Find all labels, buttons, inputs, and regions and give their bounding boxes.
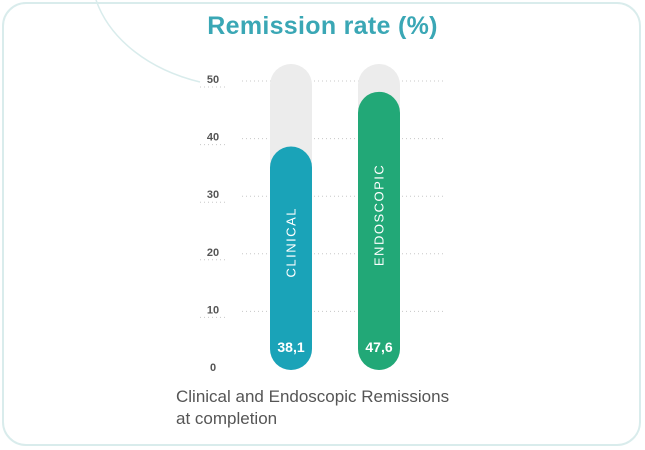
y-tick-label: 30 — [207, 189, 219, 201]
y-tick-label: 40 — [207, 132, 219, 144]
y-tick-label: 10 — [207, 304, 219, 316]
chart-card — [2, 2, 641, 446]
bar-category-label: CLINICAL — [284, 207, 299, 278]
bar — [270, 146, 312, 370]
caption-line-1: Clinical and Endoscopic Remissions — [176, 387, 450, 406]
caption-line-2: at completion — [176, 409, 278, 428]
chart-caption: Clinical and Endoscopic Remissions at co… — [176, 386, 449, 430]
y-tick-label: 20 — [207, 247, 219, 259]
chart-title: Remission rate (%) — [207, 12, 438, 40]
bar-value-label: 38,1 — [277, 339, 304, 355]
y-tick-label: 50 — [207, 74, 219, 86]
y-tick-label: 0 — [210, 362, 216, 374]
bar-category-label: ENDOSCOPIC — [372, 164, 387, 266]
bar-value-label: 47,6 — [365, 339, 392, 355]
bar — [358, 91, 400, 370]
